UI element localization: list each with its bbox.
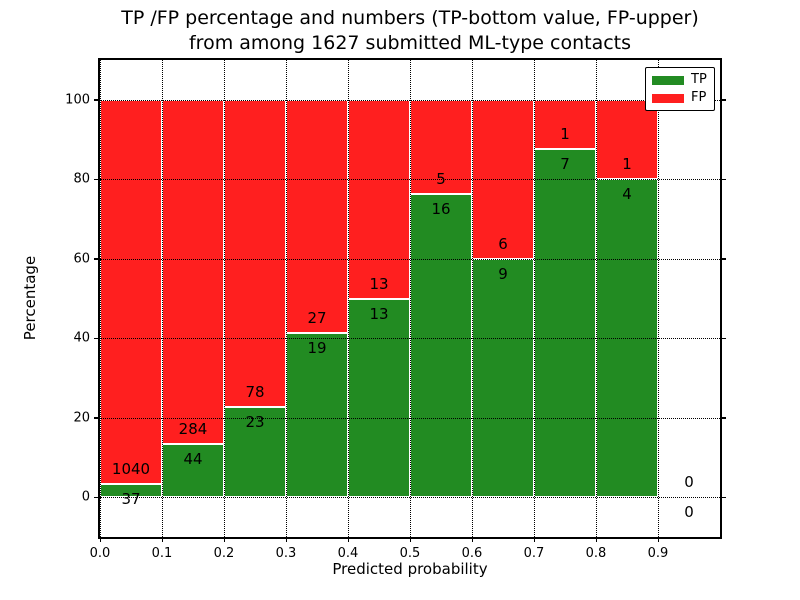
fp-count-label: 13 [369,274,389,293]
legend-label-fp: FP [691,90,707,105]
y-tick-label: 100 [65,92,90,108]
x-axis-label: Predicted probability [332,560,488,578]
bar-tp-segment [224,406,286,498]
tp-count-label: 19 [307,339,327,358]
y-tick-label: 40 [73,330,90,346]
y-tick-mark [94,258,99,260]
y-tick-mark [94,99,99,101]
x-tick-label: 0.2 [213,546,235,561]
y-tick-mark-right [721,178,726,181]
y-tick-mark-right [721,496,726,499]
y-tick-mark-right [721,417,726,419]
gridline-vertical [596,60,597,537]
y-tick-label: 20 [73,410,90,426]
fp-count-label: 78 [245,382,265,401]
legend-item-tp: TP [652,72,708,87]
gridline-vertical [410,60,411,537]
y-tick-label: 60 [73,251,90,267]
bar-tp-segment [162,443,224,498]
legend-swatch-tp-icon [652,75,684,85]
tp-count-label: 23 [245,412,265,431]
plot-area: 1040 37 284 44 78 23 27 19 13 13 5 16 6 9 1 7 1 4 0 0 [98,58,722,539]
y-tick-mark [94,178,99,181]
x-tick-mark [657,537,659,542]
x-tick-mark [595,537,597,542]
plot-canvas: 1040 37 284 44 78 23 27 19 13 13 5 16 6 9 1 7 1 4 0 0 [100,60,720,537]
fp-count-label: 27 [307,309,327,328]
x-tick-mark [161,537,163,542]
x-tick-label: 0.9 [647,546,669,561]
legend-label-tp: TP [691,72,707,87]
fp-count-label: 1 [622,155,632,174]
x-tick-label: 0.4 [337,546,359,561]
y-tick-label: 0 [81,489,90,505]
x-tick-mark [347,537,349,542]
bar-fp-segment [348,99,410,299]
x-tick-label: 0.0 [89,546,111,561]
fp-count-label: 0 [684,473,694,492]
bar-fp-segment [410,99,472,195]
y-tick-mark-right [721,337,726,340]
y-tick-mark [94,417,99,419]
gridline-vertical [224,60,225,537]
bar-fp-segment [162,99,224,444]
chart-title-line1: TP /FP percentage and numbers (TP-bottom… [121,7,699,29]
x-tick-label: 0.7 [523,546,545,561]
gridline-vertical [348,60,349,537]
y-tick-mark-right [721,99,726,101]
fp-count-label: 5 [436,170,446,189]
x-tick-label: 0.1 [151,546,173,561]
tp-count-label: 7 [560,155,570,174]
bar-fp-segment [100,99,162,484]
fp-count-label: 1 [560,125,570,144]
tp-count-label: 44 [183,449,203,468]
tp-count-label: 16 [431,200,451,219]
y-tick-label: 80 [73,171,90,187]
fp-count-label: 1040 [111,459,151,478]
gridline-vertical [534,60,535,537]
x-tick-mark [285,537,287,542]
fp-count-label: 6 [498,234,508,253]
chart-title-line2: from among 1627 submitted ML-type contac… [188,31,632,54]
y-tick-mark [94,496,99,499]
y-tick-mark-right [721,258,726,260]
x-tick-mark [533,537,535,542]
tp-count-label: 13 [369,304,389,323]
bar-tp-segment [472,258,534,498]
y-axis-label: Percentage [21,255,39,341]
gridline-vertical [658,60,659,537]
bar-fp-segment [286,99,348,334]
x-tick-mark [409,537,411,542]
gridline-vertical [286,60,287,537]
bar-tp-segment [534,149,596,498]
y-tick-mark [94,337,99,340]
legend-item-fp: FP [652,90,708,105]
x-tick-mark [223,537,225,542]
tp-count-label: 0 [684,503,694,522]
x-tick-mark [99,537,101,542]
legend: TP FP [645,67,715,111]
gridline-vertical [472,60,473,537]
bar-tp-segment [286,333,348,498]
tp-count-label: 9 [498,264,508,283]
x-tick-label: 0.8 [585,546,607,561]
legend-swatch-fp-icon [652,93,684,103]
bar-fp-segment [224,99,286,407]
chart-title: TP /FP percentage and numbers (TP-bottom… [100,6,720,55]
gridline-vertical [100,60,101,537]
x-tick-label: 0.5 [399,546,421,561]
tp-count-label: 37 [121,489,141,508]
bar-tp-segment [410,194,472,498]
bar-tp-segment [348,298,410,498]
x-tick-mark [471,537,473,542]
tp-count-label: 4 [622,185,632,204]
x-tick-label: 0.6 [461,546,483,561]
x-tick-label: 0.3 [275,546,297,561]
fp-count-label: 284 [178,419,208,438]
gridline-vertical [162,60,163,537]
